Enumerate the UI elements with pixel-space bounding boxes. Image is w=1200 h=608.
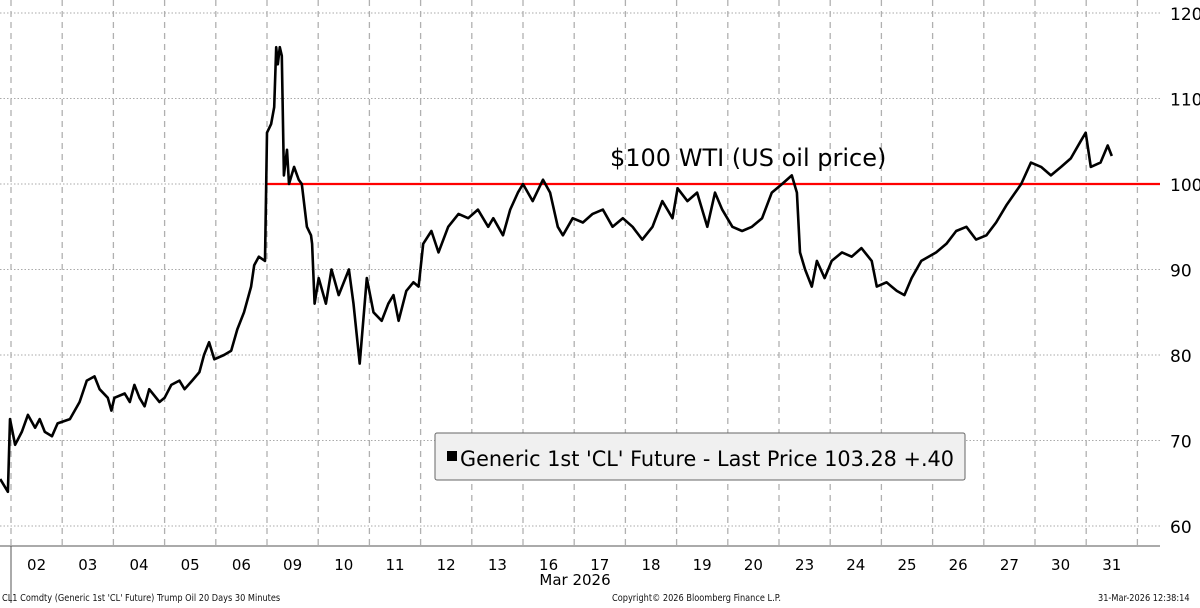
x-tick-label: 12 — [437, 556, 456, 574]
x-tick-label: 03 — [78, 556, 97, 574]
x-axis-label: Mar 2026 — [539, 571, 610, 589]
series-cl1 — [0, 45, 1114, 494]
legend: Generic 1st 'CL' Future - Last Price 103… — [434, 432, 966, 481]
legend-label: Generic 1st 'CL' Future - Last Price — [460, 447, 818, 471]
price-line — [0, 45, 1114, 494]
x-tick-label: 16 — [539, 556, 558, 574]
x-tick-label: 02 — [27, 556, 46, 574]
legend-box — [434, 432, 966, 481]
x-tick-label: 20 — [744, 556, 763, 574]
y-tick-label: 90 — [1170, 262, 1192, 282]
x-tick-label: 27 — [1000, 556, 1019, 574]
x-tick-label: 09 — [283, 556, 302, 574]
footer-security-description: CL1 Comdty (Generic 1st 'CL' Future) Tru… — [2, 593, 281, 604]
y-tick-label: 100 — [1170, 176, 1200, 196]
x-tick-label: 04 — [129, 556, 148, 574]
y-axis: 60 70 80 90 100 110 120 — [1170, 5, 1200, 538]
legend-last-value: 103.28 — [824, 447, 897, 471]
x-tick-label: 17 — [590, 556, 609, 574]
svg-text:Generic 1st 'CL' Future - Last: Generic 1st 'CL' Future - Last Price 103… — [460, 447, 954, 471]
x-tick-label: 26 — [949, 556, 968, 574]
x-axis: 02 03 04 05 06 09 10 11 12 13 16 17 18 19 20 23 24 25 26 27… — [27, 556, 1121, 574]
legend-change: +.40 — [904, 447, 954, 471]
y-tick-label: 80 — [1170, 347, 1192, 367]
footer-timestamp: 31-Mar-2026 12:38:14 — [1098, 593, 1190, 604]
y-tick-label: 70 — [1170, 433, 1192, 453]
x-tick-label: 25 — [897, 556, 916, 574]
x-tick-label: 06 — [232, 556, 251, 574]
x-tick-label: 19 — [693, 556, 712, 574]
x-tick-label: 31 — [1102, 556, 1121, 574]
grid — [0, 0, 1160, 603]
x-tick-label: 05 — [181, 556, 200, 574]
x-tick-label: 13 — [488, 556, 507, 574]
annotation-100-wti: $100 WTI (US oil price) — [610, 144, 886, 172]
footer-copyright: Copyright© 2026 Bloomberg Finance L.P. — [612, 593, 781, 604]
x-tick-label: 11 — [385, 556, 404, 574]
y-tick-label: 110 — [1170, 91, 1200, 111]
x-tick-label: 30 — [1051, 556, 1070, 574]
x-tick-label: 18 — [641, 556, 660, 574]
x-tick-label: 10 — [334, 556, 353, 574]
x-tick-label: 23 — [795, 556, 814, 574]
x-tick-label: 24 — [846, 556, 865, 574]
legend-swatch — [447, 451, 457, 461]
y-tick-label: 120 — [1170, 5, 1200, 25]
y-tick-label: 60 — [1170, 518, 1192, 538]
